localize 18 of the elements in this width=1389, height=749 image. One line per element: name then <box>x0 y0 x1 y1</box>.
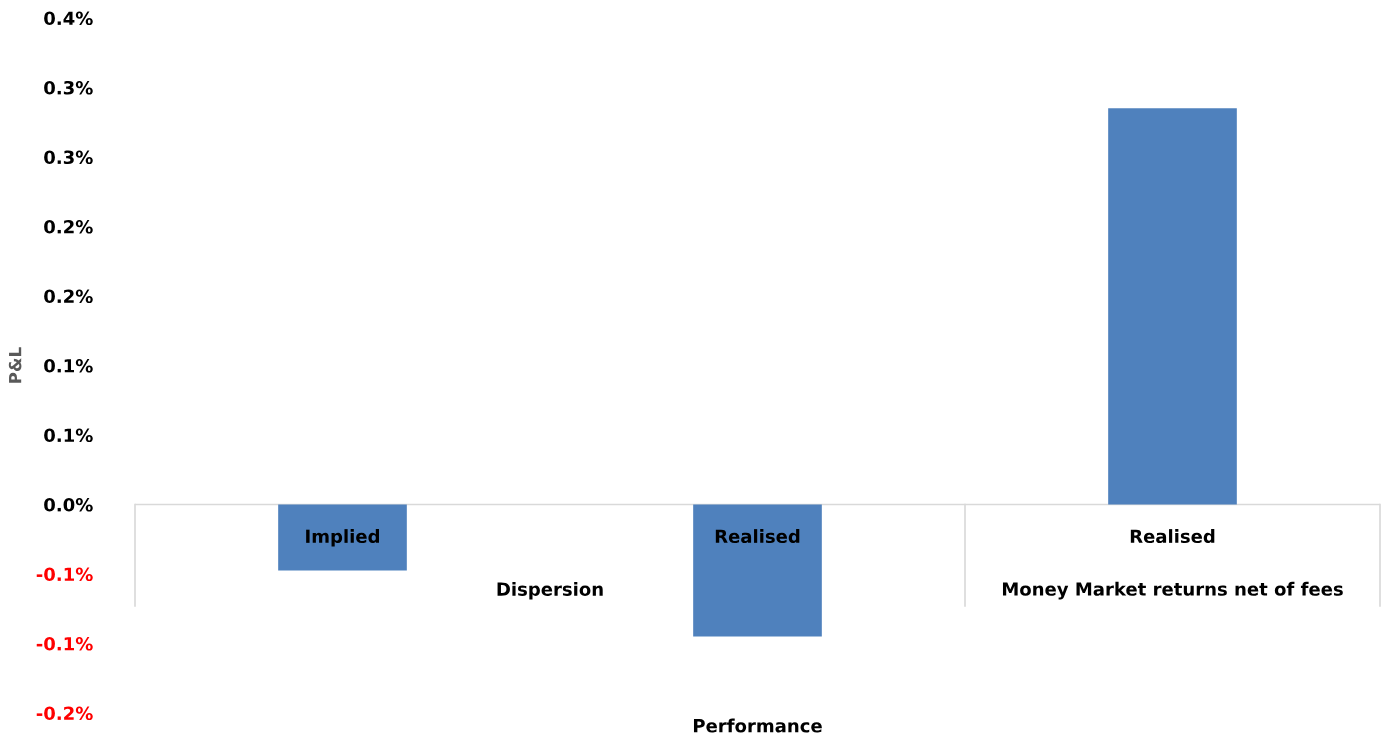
y-tick-label: 0.0% <box>44 497 93 512</box>
y-tick-label: 0.2% <box>44 289 93 304</box>
annotation: Dispersion <box>497 581 603 600</box>
y-tick-label: 0.1% <box>44 428 93 443</box>
y-tick-label: 0.3% <box>44 80 93 95</box>
y-tick-label: -0.1% <box>36 636 93 651</box>
y-tick-label: -0.1% <box>36 567 93 582</box>
x-tick-label: Implied <box>306 529 379 547</box>
y-tick-label: 0.2% <box>44 219 93 234</box>
y-tick-label: 0.3% <box>44 150 93 165</box>
x-axis-title: Performance <box>693 718 822 733</box>
y-tick-label: -0.2% <box>36 706 93 721</box>
annotation: Money Market returns net of fees <box>1002 581 1343 600</box>
y-tick-label: 0.1% <box>44 358 93 373</box>
x-tick-label: Realised <box>1130 529 1215 544</box>
x-tick-label: Realised <box>715 529 800 544</box>
y-axis-title: P&L <box>8 347 22 383</box>
y-tick-label: 0.4% <box>44 11 93 26</box>
